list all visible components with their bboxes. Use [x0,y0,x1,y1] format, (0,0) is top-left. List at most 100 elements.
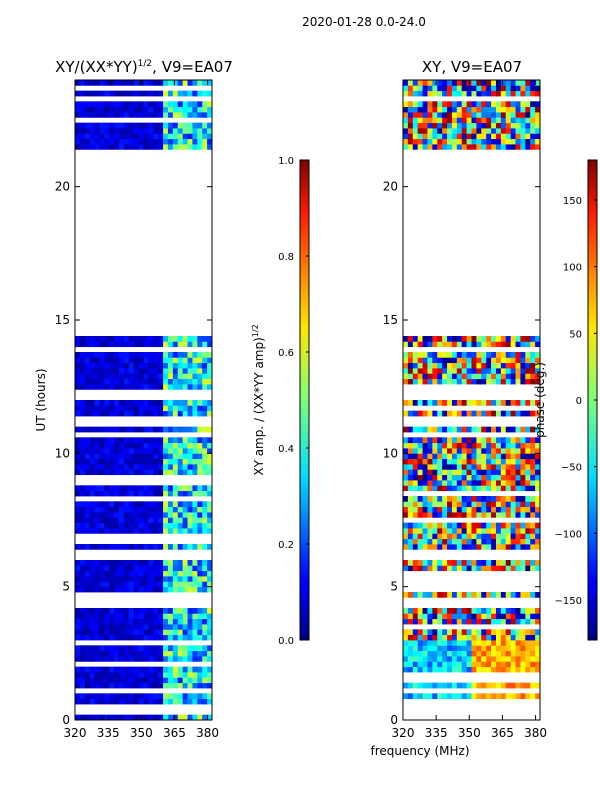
heatmap-cell [153,442,159,449]
heatmap-cell [148,501,154,508]
heatmap-cell [476,368,482,374]
heatmap-cell [407,133,414,140]
heatmap-cell [530,437,536,444]
heatmap-cell [525,485,531,492]
heatmap-cell [535,485,540,492]
heatmap-cell [177,362,184,369]
heatmap-cell [437,682,443,689]
heatmap-cell [158,490,164,497]
heatmap-cell [177,656,184,662]
heatmap-cell [451,629,458,636]
heatmap-cell [79,666,86,673]
heatmap-cell [447,634,453,641]
heatmap-cell [495,565,502,572]
heatmap-cell [119,357,125,364]
heatmap-cell [182,501,188,508]
heatmap-cell [417,656,423,662]
heatmap-cell [119,426,125,433]
heatmap-cell [525,608,531,614]
heatmap-cell [407,426,414,433]
heatmap-cell [148,90,154,97]
heatmap-cell [128,464,135,470]
heatmap-cell [163,336,169,342]
heatmap-cell [520,645,526,652]
heatmap-cell [520,138,526,145]
heatmap-cell [75,645,81,652]
heatmap-cell [437,464,443,470]
heatmap-cell [192,512,198,518]
heatmap-cell [138,400,144,406]
heatmap-cell [451,650,458,657]
heatmap-cell [79,565,86,572]
heatmap-cell [417,469,423,476]
heatmap-cell [177,629,184,636]
heatmap-cell [417,400,423,406]
heatmap-cell [197,128,203,134]
heatmap-cell [535,122,540,129]
heatmap-cell [525,442,531,449]
heatmap-cell [476,480,482,486]
heatmap-cell [451,469,458,476]
heatmap-cell [153,645,159,652]
heatmap-cell [456,122,463,129]
heatmap-cell [163,512,169,518]
heatmap-cell [99,624,105,630]
heatmap-cell [177,405,184,412]
heatmap-cell [525,138,531,145]
heatmap-cell [172,682,179,689]
heatmap-cell [197,560,203,566]
heatmap-cell [79,362,86,369]
heatmap-cell [417,522,423,529]
heatmap-cell [84,581,91,588]
heatmap-cell [177,677,184,684]
heatmap-cell [403,453,409,460]
heatmap-cell [172,677,179,684]
heatmap-cell [417,538,423,545]
heatmap-cell [84,501,91,508]
heatmap-cell [192,650,198,657]
heatmap-cell [471,506,477,513]
heatmap-cell [133,581,139,588]
heatmap-cell [447,368,453,374]
heatmap-cell [432,682,438,689]
heatmap-cell [153,405,159,412]
heatmap-cell [109,522,115,529]
heatmap-cell [471,608,477,614]
heatmap-cell [500,522,507,529]
heatmap-cell [75,634,81,641]
heatmap-cell [128,576,135,582]
heatmap-cell [476,122,482,129]
heatmap-cell [535,144,540,150]
heatmap-cell [167,112,174,118]
heatmap-cell [447,442,453,449]
heatmap-cell [515,474,521,481]
heatmap-cell [99,357,105,364]
heatmap-cell [148,352,154,358]
heatmap-cell [432,336,438,342]
heatmap-cell [412,352,419,358]
heatmap-cell [192,437,198,444]
heatmap-cell [515,656,521,662]
heatmap-cell [461,565,467,572]
heatmap-cell [163,698,169,705]
heatmap-cell [476,538,482,545]
heatmap-cell [75,90,81,97]
heatmap-cell [153,522,159,529]
heatmap-cell [89,618,95,625]
heatmap-cell [535,469,540,476]
heatmap-cell [187,378,193,385]
heatmap-cell [466,117,472,124]
heatmap-cell [177,469,184,476]
heatmap-cell [417,362,423,369]
heatmap-cell [143,384,149,390]
heatmap-cell [75,80,81,86]
heatmap-cell [442,400,448,406]
heatmap-cell [471,560,477,566]
heatmap-cell [192,666,198,673]
heatmap-cell [427,112,433,118]
heatmap-cell [422,469,428,476]
heatmap-cell [114,650,120,657]
heatmap-cell [143,90,149,97]
heatmap-cell [515,352,521,358]
heatmap-cell [177,570,184,577]
